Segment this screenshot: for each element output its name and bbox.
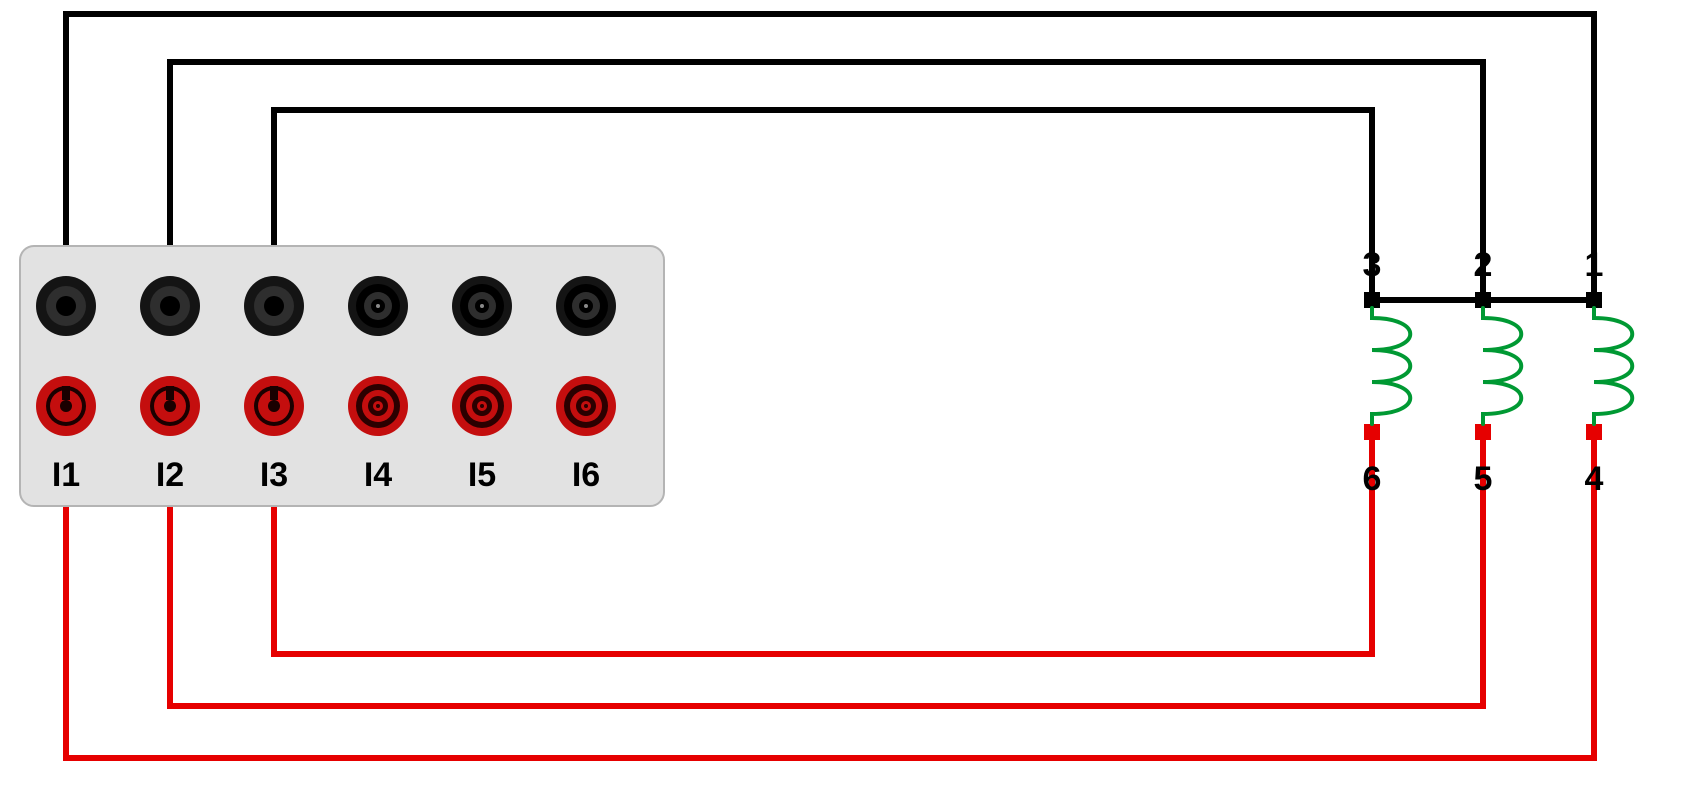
coil-top-terminal [1475,292,1491,308]
coil-top-label: 1 [1585,246,1604,284]
red-jack-plugged [140,376,200,436]
jack-label: I6 [572,456,600,494]
coil-bottom-label: 6 [1363,460,1382,498]
red-jack-plugged [36,376,96,436]
jack-label: I5 [468,456,496,494]
red-jack [452,376,512,436]
jack-label: I1 [52,456,80,494]
coil-top-terminal [1364,292,1380,308]
coil-icon [1372,308,1410,424]
red-jack [556,376,616,436]
coil-bottom-terminal [1364,424,1380,440]
coil-bottom-label: 4 [1585,460,1604,498]
coil-bottom-terminal [1586,424,1602,440]
jack-label: I3 [260,456,288,494]
coil-top-label: 2 [1474,246,1493,284]
coil-icon [1594,308,1632,424]
black-jack [348,276,408,336]
red-jack-plugged [244,376,304,436]
black-jack-plugged [244,276,304,336]
coil-top-terminal [1586,292,1602,308]
red-jack [348,376,408,436]
black-jack-plugged [36,276,96,336]
black-jack [556,276,616,336]
coil-top-label: 3 [1363,246,1382,284]
black-jack-plugged [140,276,200,336]
black-jack [452,276,512,336]
coil-bottom-terminal [1475,424,1491,440]
coil-icon [1483,308,1521,424]
coil-bottom-label: 5 [1474,460,1493,498]
jack-label: I4 [364,456,392,494]
jack-label: I2 [156,456,184,494]
